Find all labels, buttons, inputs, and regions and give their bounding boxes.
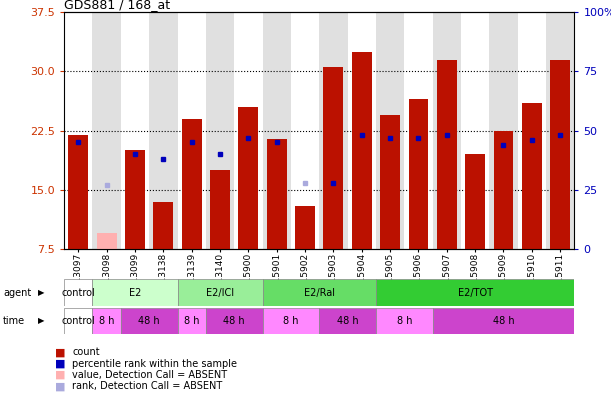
- Text: value, Detection Call = ABSENT: value, Detection Call = ABSENT: [72, 370, 227, 380]
- Bar: [121, 308, 178, 334]
- Text: E2/Ral: E2/Ral: [304, 288, 335, 298]
- Bar: [92, 12, 121, 249]
- Bar: [153, 202, 174, 249]
- Text: count: count: [72, 347, 100, 357]
- Bar: [178, 308, 206, 334]
- Bar: [92, 308, 121, 334]
- Bar: [433, 12, 461, 249]
- Text: agent: agent: [3, 288, 31, 298]
- Bar: [206, 308, 263, 334]
- Text: time: time: [3, 316, 25, 326]
- Text: ■: ■: [55, 359, 65, 369]
- Bar: [546, 12, 574, 249]
- Bar: [323, 67, 343, 249]
- Text: 8 h: 8 h: [397, 316, 412, 326]
- Bar: [319, 12, 348, 249]
- Bar: [522, 103, 542, 249]
- Bar: [263, 12, 291, 249]
- Bar: [206, 12, 234, 249]
- Text: 48 h: 48 h: [492, 316, 514, 326]
- Bar: [64, 308, 92, 334]
- Text: E2/TOT: E2/TOT: [458, 288, 492, 298]
- Bar: [263, 308, 319, 334]
- Text: 48 h: 48 h: [224, 316, 245, 326]
- Bar: [295, 206, 315, 249]
- Text: rank, Detection Call = ABSENT: rank, Detection Call = ABSENT: [72, 382, 222, 391]
- Bar: [380, 115, 400, 249]
- Text: control: control: [62, 288, 95, 298]
- Text: ▶: ▶: [38, 288, 45, 297]
- Bar: [182, 119, 202, 249]
- Bar: [149, 12, 178, 249]
- Bar: [376, 308, 433, 334]
- Bar: [489, 12, 518, 249]
- Bar: [551, 60, 570, 249]
- Bar: [352, 52, 371, 249]
- Text: ▶: ▶: [38, 316, 45, 326]
- Text: 48 h: 48 h: [138, 316, 160, 326]
- Bar: [437, 60, 456, 249]
- Bar: [494, 130, 513, 249]
- Bar: [376, 12, 404, 249]
- Text: E2/ICI: E2/ICI: [206, 288, 234, 298]
- Text: 8 h: 8 h: [184, 316, 199, 326]
- Bar: [267, 139, 287, 249]
- Bar: [238, 107, 258, 249]
- Text: GDS881 / 168_at: GDS881 / 168_at: [64, 0, 170, 11]
- Text: E2: E2: [129, 288, 141, 298]
- Bar: [376, 279, 574, 306]
- Bar: [210, 170, 230, 249]
- Bar: [263, 279, 376, 306]
- Bar: [433, 308, 574, 334]
- Bar: [409, 99, 428, 249]
- Bar: [125, 150, 145, 249]
- Text: ■: ■: [55, 382, 65, 391]
- Bar: [319, 308, 376, 334]
- Text: ■: ■: [55, 370, 65, 380]
- Bar: [178, 279, 263, 306]
- Text: control: control: [62, 316, 95, 326]
- Bar: [68, 134, 88, 249]
- Text: 48 h: 48 h: [337, 316, 359, 326]
- Bar: [92, 279, 178, 306]
- Text: 8 h: 8 h: [283, 316, 299, 326]
- Text: ■: ■: [55, 347, 65, 357]
- Bar: [97, 233, 117, 249]
- Bar: [465, 154, 485, 249]
- Text: percentile rank within the sample: percentile rank within the sample: [72, 359, 237, 369]
- Text: 8 h: 8 h: [99, 316, 114, 326]
- Bar: [64, 279, 92, 306]
